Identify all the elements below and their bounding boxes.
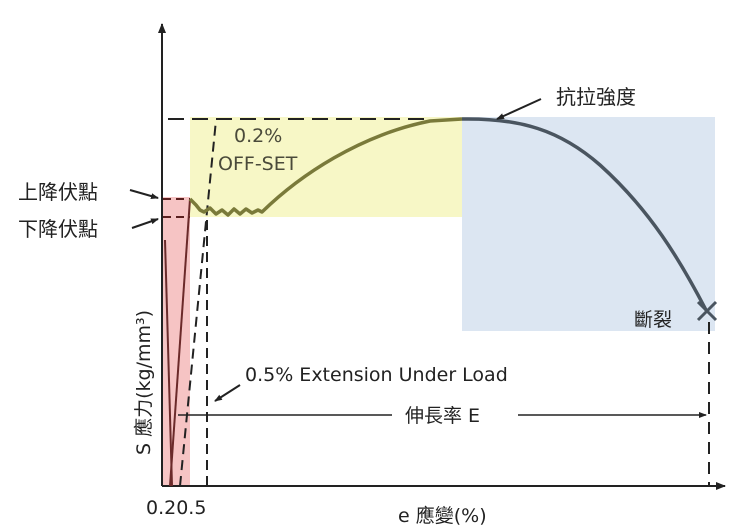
extension-under-load-label: 0.5% Extension Under Load bbox=[245, 364, 508, 386]
necking-region bbox=[462, 117, 715, 331]
offset-dashed-line bbox=[179, 119, 217, 487]
tensile-strength-label: 抗拉強度 bbox=[556, 85, 636, 109]
offset-label-line2: OFF-SET bbox=[218, 153, 298, 175]
lower-yield-label: 下降伏點 bbox=[18, 217, 98, 241]
extension-arrow bbox=[214, 384, 241, 402]
upper-yield-label: 上降伏點 bbox=[18, 180, 98, 204]
fracture-label: 斷裂 bbox=[634, 309, 672, 331]
fracture-x-icon bbox=[696, 300, 718, 322]
return-line bbox=[164, 239, 173, 487]
necking-curve bbox=[461, 117, 708, 311]
offset-label-line1: 0.2% bbox=[234, 125, 282, 147]
upper-yield-arrow bbox=[129, 189, 159, 199]
hardening-region bbox=[190, 117, 462, 217]
x-axis-label: e 應變(%) bbox=[398, 504, 487, 527]
elastic-line bbox=[169, 198, 191, 487]
y-axis-label: S 應力(kg/mm³) bbox=[132, 310, 155, 455]
tensile-strength-arrow bbox=[496, 98, 542, 120]
elongation-label: 伸長率 E bbox=[405, 405, 480, 427]
lower-yield-arrow bbox=[131, 218, 159, 229]
hardening-curve bbox=[188, 117, 463, 217]
x-tick-labels: 0.20.5 bbox=[146, 497, 206, 519]
